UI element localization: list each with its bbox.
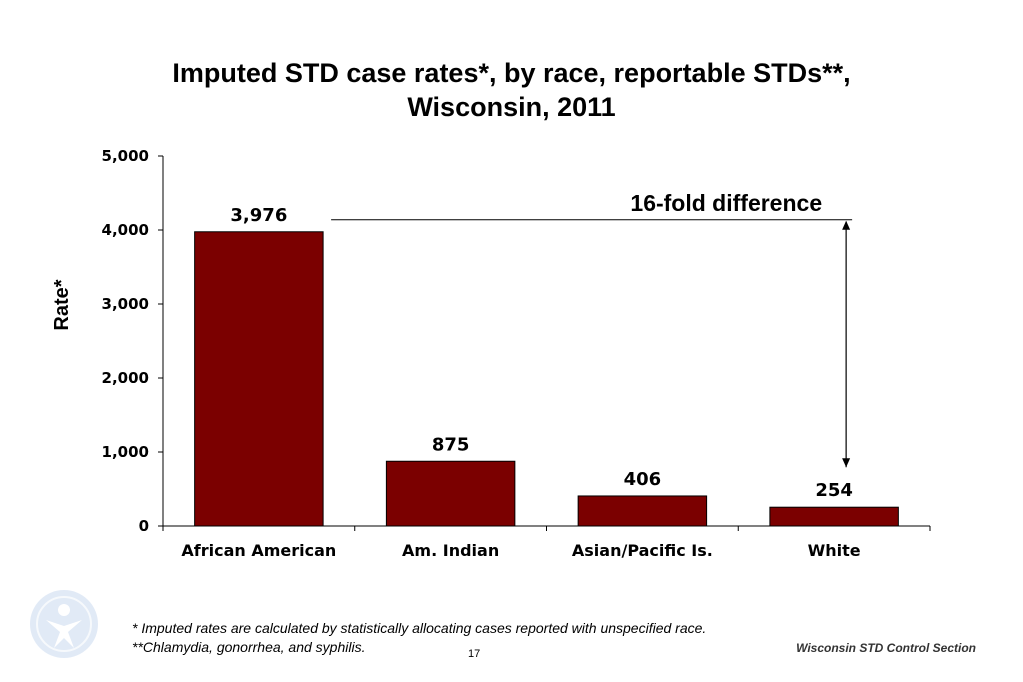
data-label: 3,976 [230, 205, 287, 226]
data-label: 254 [815, 480, 853, 501]
annotation-text: 16-fold difference [630, 190, 822, 216]
category-label: African American [181, 541, 336, 560]
chart-title: Imputed STD case rates*, by race, report… [0, 56, 1023, 124]
page-number: 17 [468, 648, 481, 660]
arrow-head-down [842, 458, 851, 468]
bar [194, 231, 324, 527]
bar [577, 495, 708, 527]
y-tick-label: 3,000 [102, 295, 149, 313]
y-axis-label: Rate* [51, 279, 73, 330]
category-label: White [808, 541, 861, 560]
y-tick-label: 1,000 [102, 443, 149, 461]
y-tick-label: 2,000 [102, 369, 149, 387]
bar [769, 506, 899, 527]
y-tick-label: 5,000 [102, 147, 149, 165]
y-tick-label: 0 [139, 517, 149, 535]
source-credit: Wisconsin STD Control Section [796, 641, 976, 655]
footnote-2: **Chlamydia, gonorrhea, and syphilis. [132, 639, 366, 655]
wisconsin-dhs-logo [26, 590, 104, 667]
title-line-1: Imputed STD case rates*, by race, report… [172, 58, 851, 88]
category-label: Am. Indian [402, 541, 499, 560]
footnote-1: * Imputed rates are calculated by statis… [132, 620, 707, 636]
data-label: 406 [624, 469, 662, 490]
data-label: 875 [432, 434, 470, 455]
category-label: Asian/Pacific Is. [572, 541, 713, 560]
y-tick-label: 4,000 [102, 221, 149, 239]
chart-bars [194, 231, 899, 527]
chart-axes: 0 1,000 2,000 3,000 4,000 5,000 [102, 147, 931, 535]
bar [385, 460, 516, 527]
chart-labels: 3,976 African American 875 Am. Indian 406 Asi… [181, 205, 860, 560]
title-line-2: Wisconsin, 2011 [407, 92, 616, 122]
arrow-head-up [842, 220, 851, 230]
fold-annotation: 16-fold difference [331, 190, 853, 468]
